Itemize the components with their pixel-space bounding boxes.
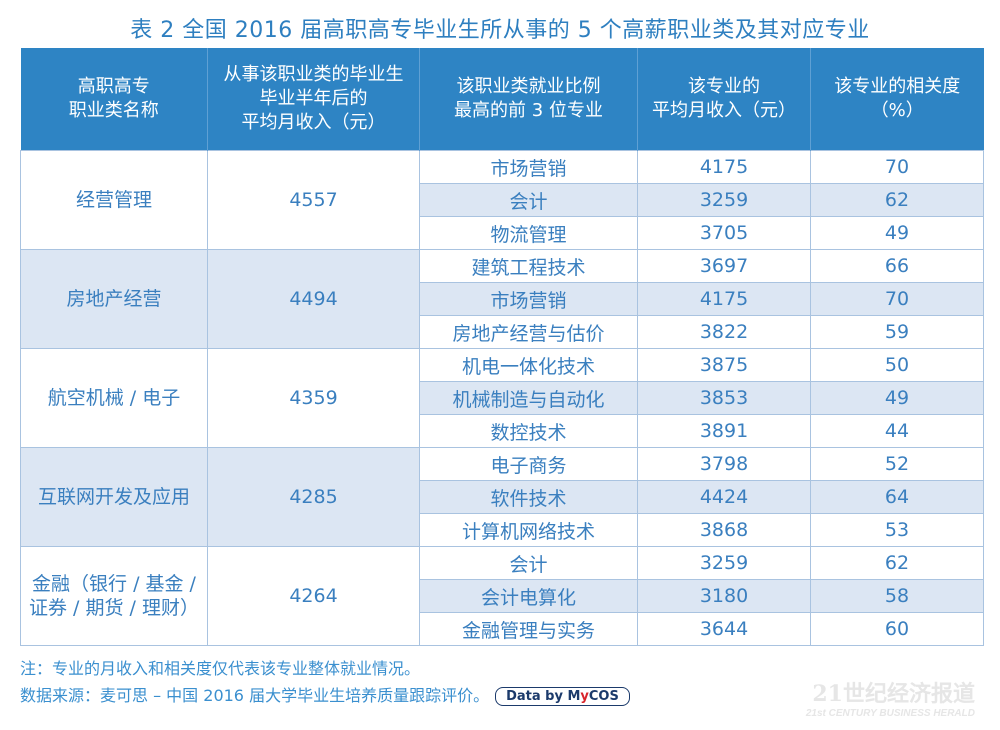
- major-relevance: 59: [810, 315, 984, 349]
- major-relevance: 58: [810, 579, 984, 613]
- table-row: 会计 3259 62: [21, 183, 984, 217]
- table-row: 互联网开发及应用 4285 电子商务 3798 52: [20, 447, 984, 547]
- major-income: 3853: [637, 381, 811, 415]
- table-row: 物流管理 3705 49: [21, 216, 984, 250]
- major-income: 4175: [637, 282, 811, 316]
- data-source: 数据来源：麦可思 – 中国 2016 届大学毕业生培养质量跟踪评价。 Data b…: [20, 682, 630, 706]
- occupation-income: 4285: [207, 447, 420, 547]
- occupation-name: 金融（银行 / 基金 / 证券 / 期货 / 理财）: [20, 546, 208, 646]
- table-row: 房地产经营 4494 建筑工程技术 3697 66: [20, 249, 984, 349]
- occupation-income: 4557: [207, 150, 420, 250]
- major-relevance: 64: [810, 480, 984, 514]
- major-relevance: 49: [810, 381, 984, 415]
- major-relevance: 70: [810, 150, 984, 184]
- major-relevance: 60: [810, 612, 984, 646]
- major-name: 市场营销: [419, 150, 638, 184]
- table-row: 会计电算化 3180 58: [21, 579, 984, 613]
- major-income: 4175: [637, 150, 811, 184]
- salary-table: 高职高专 职业类名称 从事该职业类的毕业生 毕业半年后的 平均月收入（元） 该职业类就…: [20, 48, 984, 646]
- major-income: 3798: [637, 447, 811, 481]
- table-row: 软件技术 4424 64: [21, 480, 984, 514]
- header-occupation-income: 从事该职业类的毕业生 毕业半年后的 平均月收入（元）: [207, 48, 420, 151]
- occupation-name: 互联网开发及应用: [20, 447, 208, 547]
- major-name: 机械制造与自动化: [419, 381, 638, 415]
- major-name: 电子商务: [419, 447, 638, 481]
- watermark-logo: 21世纪经济报道 21st CENTURY BUSINESS HERALD: [805, 681, 975, 719]
- header-row: 高职高专 职业类名称 从事该职业类的毕业生 毕业半年后的 平均月收入（元） 该职业类就…: [20, 48, 984, 151]
- major-relevance: 49: [810, 216, 984, 250]
- data-source-text: 数据来源：麦可思 – 中国 2016 届大学毕业生培养质量跟踪评价。: [20, 686, 490, 705]
- table-row: 金融（银行 / 基金 / 证券 / 期货 / 理财） 4264 会计 3259 62: [20, 546, 984, 646]
- table-row: 计算机网络技术 3868 53: [21, 513, 984, 547]
- major-income: 3822: [637, 315, 811, 349]
- occupation-name: 航空机械 / 电子: [20, 348, 208, 448]
- major-relevance: 44: [810, 414, 984, 448]
- major-name: 数控技术: [419, 414, 638, 448]
- major-income: 3875: [637, 348, 811, 382]
- header-top-majors: 该职业类就业比例 最高的前 3 位专业: [419, 48, 638, 151]
- table-row: 市场营销 4175 70: [21, 282, 984, 316]
- major-relevance: 62: [810, 183, 984, 217]
- mycos-badge: Data by MyCOS: [495, 687, 630, 706]
- major-income: 3697: [637, 249, 811, 283]
- major-relevance: 70: [810, 282, 984, 316]
- table-row: 金融管理与实务 3644 60: [21, 612, 984, 646]
- major-income: 3259: [637, 546, 811, 580]
- major-income: 3705: [637, 216, 811, 250]
- occupation-name: 房地产经营: [20, 249, 208, 349]
- major-name: 机电一体化技术: [419, 348, 638, 382]
- major-relevance: 52: [810, 447, 984, 481]
- header-relevance: 该专业的相关度 （%）: [810, 48, 984, 151]
- major-relevance: 62: [810, 546, 984, 580]
- major-income: 3644: [637, 612, 811, 646]
- table-row: 机械制造与自动化 3853 49: [21, 381, 984, 415]
- major-relevance: 50: [810, 348, 984, 382]
- table-row: 经营管理 4557 市场营销 4175 70: [20, 150, 984, 250]
- major-income: 4424: [637, 480, 811, 514]
- occupation-income: 4264: [207, 546, 420, 646]
- header-major-income: 该专业的 平均月收入（元）: [637, 48, 811, 151]
- major-name: 房地产经营与估价: [419, 315, 638, 349]
- table-row: 房地产经营与估价 3822 59: [21, 315, 984, 349]
- major-name: 会计: [419, 183, 638, 217]
- occupation-income: 4494: [207, 249, 420, 349]
- major-name: 市场营销: [419, 282, 638, 316]
- major-income: 3891: [637, 414, 811, 448]
- footnote: 注：专业的月收入和相关度仅代表该专业整体就业情况。: [20, 659, 421, 678]
- major-name: 物流管理: [419, 216, 638, 250]
- header-occupation: 高职高专 职业类名称: [20, 48, 208, 151]
- major-relevance: 66: [810, 249, 984, 283]
- major-name: 会计电算化: [419, 579, 638, 613]
- major-income: 3868: [637, 513, 811, 547]
- major-relevance: 53: [810, 513, 984, 547]
- major-name: 计算机网络技术: [419, 513, 638, 547]
- major-name: 建筑工程技术: [419, 249, 638, 283]
- major-income: 3180: [637, 579, 811, 613]
- major-name: 金融管理与实务: [419, 612, 638, 646]
- major-income: 3259: [637, 183, 811, 217]
- table-row: 航空机械 / 电子 4359 机电一体化技术 3875 50: [20, 348, 984, 448]
- table-title: 表 2 全国 2016 届高职高专毕业生所从事的 5 个高薪职业类及其对应专业: [130, 18, 870, 43]
- occupation-name: 经营管理: [20, 150, 208, 250]
- major-name: 软件技术: [419, 480, 638, 514]
- occupation-income: 4359: [207, 348, 420, 448]
- major-name: 会计: [419, 546, 638, 580]
